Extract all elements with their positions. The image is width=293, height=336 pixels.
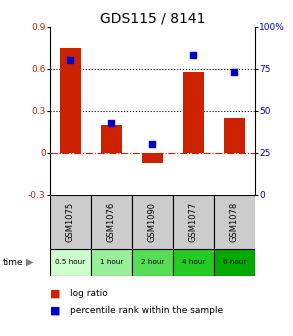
Bar [50,249,91,276]
Bar [224,118,245,153]
Bar [183,72,204,153]
Text: GSM1076: GSM1076 [107,202,116,242]
Text: ▶: ▶ [25,257,33,267]
Bar [142,153,163,163]
Bar [91,249,132,276]
Bar [91,195,132,249]
Title: GDS115 / 8141: GDS115 / 8141 [100,12,205,26]
Text: GSM1078: GSM1078 [230,202,239,242]
Text: 1 hour: 1 hour [100,259,123,265]
Bar [214,195,255,249]
Bar [132,195,173,249]
Point [109,120,114,125]
Bar [101,125,122,153]
Point [191,53,196,58]
Point [150,142,155,147]
Point [68,58,73,63]
Bar [173,195,214,249]
Text: time: time [3,258,23,266]
Bar [132,249,173,276]
Bar [214,249,255,276]
Text: GSM1090: GSM1090 [148,202,157,242]
Text: log ratio: log ratio [70,290,108,298]
Text: 6 hour: 6 hour [223,259,246,265]
Point [232,70,237,75]
Text: ■: ■ [50,306,60,316]
Bar [60,48,81,153]
Text: 4 hour: 4 hour [182,259,205,265]
Text: GSM1075: GSM1075 [66,202,75,242]
Text: 2 hour: 2 hour [141,259,164,265]
Text: 0.5 hour: 0.5 hour [55,259,86,265]
Text: GSM1077: GSM1077 [189,202,198,242]
Text: ■: ■ [50,289,60,299]
Bar [173,249,214,276]
Bar [50,195,91,249]
Text: percentile rank within the sample: percentile rank within the sample [70,306,224,315]
